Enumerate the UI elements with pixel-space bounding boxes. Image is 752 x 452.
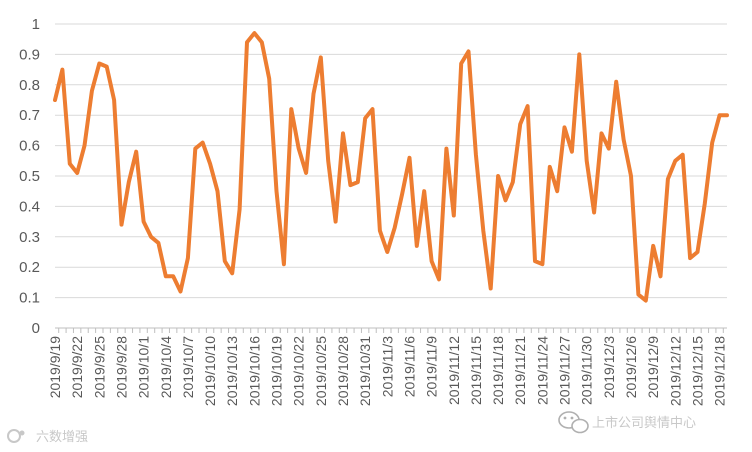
watermark-logo-icon [7, 429, 25, 443]
watermark-left-text: 六数增强 [36, 430, 88, 445]
x-tick-label: 2019/11/3 [379, 336, 395, 397]
x-tick-label: 2019/9/25 [91, 336, 107, 398]
gridlines [55, 23, 727, 299]
x-tick-label: 2019/10/16 [246, 336, 262, 406]
x-tick-label: 2019/11/24 [534, 336, 550, 405]
series [53, 31, 729, 303]
x-tick-label: 2019/11/12 [446, 336, 462, 405]
x-tick-label: 2019/11/21 [512, 336, 528, 405]
y-tick-label: 0.3 [19, 229, 40, 246]
x-tick-label: 2019/11/30 [579, 336, 595, 405]
y-tick-label: 0.4 [19, 198, 40, 215]
x-tick-label: 2019/11/15 [468, 336, 484, 405]
watermark-left: 六数增强 [7, 429, 88, 445]
x-tick-label: 2019/10/10 [202, 336, 218, 406]
x-tick-label: 2019/12/18 [712, 336, 728, 406]
y-tick-label: 0 [32, 320, 40, 337]
wechat-icon [558, 411, 589, 434]
y-tick-label: 1 [32, 16, 40, 33]
x-tick-label: 2019/10/1 [136, 336, 152, 398]
x-tick-label: 2019/11/9 [424, 336, 440, 397]
x-tick-label: 2019/12/3 [601, 336, 617, 398]
y-tick-label: 0.7 [19, 107, 40, 124]
y-tick-labels: 0 0.1 0.2 0.3 0.4 0.5 0.6 0.7 0.8 0.9 1 [19, 16, 40, 337]
x-tick-label: 2019/9/28 [113, 336, 129, 398]
x-tick-label: 2019/10/13 [224, 336, 240, 406]
x-tick-label: 2019/10/7 [180, 336, 196, 398]
y-tick-label: 0.2 [19, 259, 40, 276]
x-tick-label: 2019/9/19 [47, 336, 63, 398]
x-tick-label: 2019/12/9 [645, 336, 661, 398]
x-tick-label: 2019/12/12 [667, 336, 683, 406]
x-tick-label: 2019/11/6 [401, 336, 417, 397]
x-tick-label: 2019/9/22 [69, 336, 85, 398]
watermark-right-text: 上市公司舆情中心 [592, 415, 696, 431]
axes [55, 327, 727, 333]
x-tick-label: 2019/10/19 [269, 336, 285, 406]
x-tick-label: 2019/12/15 [689, 336, 705, 406]
x-tick-label: 2019/11/18 [490, 336, 506, 405]
y-tick-label: 0.1 [19, 290, 40, 307]
x-tick-label: 2019/10/25 [313, 336, 329, 406]
y-tick-label: 0.9 [19, 46, 40, 63]
x-tick-label: 2019/10/31 [357, 336, 373, 406]
x-tick-label: 2019/10/4 [158, 336, 174, 398]
x-tick-labels: 2019/9/19 2019/9/22 2019/9/25 2019/9/28 2019… [47, 336, 728, 406]
x-tick-label: 2019/10/22 [291, 336, 307, 406]
x-tick-label: 2019/12/6 [623, 336, 639, 398]
watermark-right: 上市公司舆情中心 [558, 411, 696, 434]
x-tick-label: 2019/11/27 [557, 336, 573, 405]
y-tick-label: 0.8 [19, 77, 40, 94]
series-line [53, 31, 729, 303]
x-tick-label: 2019/10/28 [335, 336, 351, 406]
y-tick-label: 0.6 [19, 138, 40, 155]
y-tick-label: 0.5 [19, 168, 40, 185]
